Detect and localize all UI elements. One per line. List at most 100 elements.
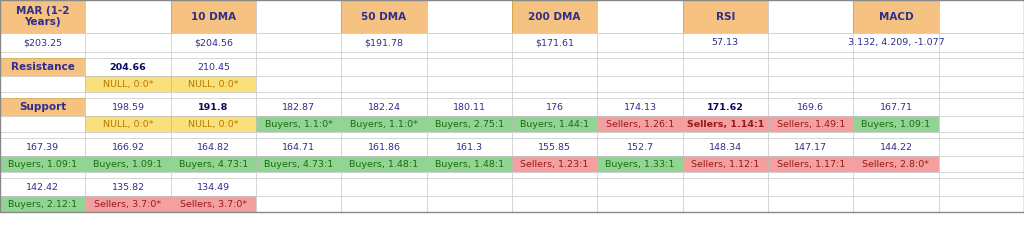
Bar	[256, 98, 341, 116]
Bar	[0, 196, 85, 212]
Bar	[256, 33, 341, 52]
Bar	[341, 178, 427, 196]
Bar	[427, 92, 512, 98]
Bar	[597, 156, 683, 172]
Bar	[256, 172, 341, 178]
Text: Support: Support	[19, 102, 67, 112]
Bar	[256, 178, 341, 196]
Bar	[85, 76, 171, 92]
Text: Sellers, 1.49:1: Sellers, 1.49:1	[776, 120, 845, 128]
Bar	[427, 52, 512, 58]
Text: 144.22: 144.22	[880, 142, 912, 151]
Bar	[853, 52, 939, 58]
Bar	[939, 52, 1024, 58]
Bar	[939, 156, 1024, 172]
Bar	[171, 33, 256, 52]
Text: 171.62: 171.62	[707, 103, 743, 112]
Text: 210.45: 210.45	[197, 62, 229, 71]
Bar	[256, 0, 341, 33]
Text: 204.66: 204.66	[110, 62, 146, 71]
Text: 161.86: 161.86	[368, 142, 400, 151]
Bar	[171, 132, 256, 138]
Text: MACD: MACD	[879, 11, 913, 21]
Text: NULL, 0:0*: NULL, 0:0*	[102, 120, 154, 128]
Bar	[853, 172, 939, 178]
Text: 135.82: 135.82	[112, 183, 144, 191]
Bar	[171, 138, 256, 156]
Bar	[0, 98, 85, 116]
Bar	[853, 156, 939, 172]
Bar	[768, 132, 853, 138]
Bar	[171, 98, 256, 116]
Bar	[171, 92, 256, 98]
Text: Buyers, 1.1:0*: Buyers, 1.1:0*	[350, 120, 418, 128]
Bar	[853, 98, 939, 116]
Bar	[939, 132, 1024, 138]
Bar	[427, 76, 512, 92]
Bar	[512, 156, 597, 172]
Bar	[683, 33, 768, 52]
Text: Buyers, 2.12:1: Buyers, 2.12:1	[8, 199, 77, 208]
Bar	[768, 33, 853, 52]
Text: Buyers, 1.09:1: Buyers, 1.09:1	[8, 160, 77, 169]
Bar	[768, 172, 853, 178]
Text: NULL, 0:0*: NULL, 0:0*	[188, 120, 239, 128]
Text: Sellers, 3.7:0*: Sellers, 3.7:0*	[94, 199, 162, 208]
Bar	[853, 138, 939, 156]
Bar	[256, 132, 341, 138]
Bar	[768, 116, 853, 132]
Text: Sellers, 1.23:1: Sellers, 1.23:1	[520, 160, 589, 169]
Bar	[768, 196, 853, 212]
Bar	[85, 116, 171, 132]
Bar	[768, 156, 853, 172]
Bar	[683, 156, 768, 172]
Bar	[0, 58, 85, 76]
Text: 134.49: 134.49	[197, 183, 230, 191]
Bar	[0, 116, 85, 132]
Bar	[683, 178, 768, 196]
Bar	[256, 52, 341, 58]
Bar	[597, 98, 683, 116]
Bar	[597, 58, 683, 76]
Text: 50 DMA: 50 DMA	[361, 11, 407, 21]
Text: Buyers, 1.48:1: Buyers, 1.48:1	[349, 160, 419, 169]
Text: Sellers, 1.17:1: Sellers, 1.17:1	[776, 160, 845, 169]
Bar	[512, 58, 597, 76]
Bar	[939, 138, 1024, 156]
Bar	[0, 0, 85, 33]
Text: 147.17: 147.17	[795, 142, 827, 151]
Bar	[0, 132, 85, 138]
Bar	[341, 0, 427, 33]
Bar	[512, 92, 597, 98]
Text: 166.92: 166.92	[112, 142, 144, 151]
Bar	[256, 196, 341, 212]
Bar	[85, 132, 171, 138]
Bar	[0, 33, 85, 52]
Bar	[256, 138, 341, 156]
Bar	[768, 98, 853, 116]
Bar	[597, 178, 683, 196]
Bar	[853, 196, 939, 212]
Bar	[85, 52, 171, 58]
Bar	[0, 92, 85, 98]
Bar	[683, 92, 768, 98]
Text: 169.6: 169.6	[797, 103, 824, 112]
Bar	[597, 172, 683, 178]
Bar	[171, 156, 256, 172]
Bar	[939, 0, 1024, 33]
Text: 3.132, 4.209, -1.077: 3.132, 4.209, -1.077	[848, 38, 944, 47]
Bar	[256, 116, 341, 132]
Bar	[341, 172, 427, 178]
Bar	[597, 196, 683, 212]
Bar	[341, 92, 427, 98]
Bar	[85, 58, 171, 76]
Text: 155.85: 155.85	[539, 142, 571, 151]
Bar	[0, 156, 85, 172]
Bar	[939, 76, 1024, 92]
Bar	[427, 138, 512, 156]
Text: Sellers, 1.14:1: Sellers, 1.14:1	[687, 120, 764, 128]
Text: 182.24: 182.24	[368, 103, 400, 112]
Bar	[427, 172, 512, 178]
Bar	[341, 33, 427, 52]
Text: $191.78: $191.78	[365, 38, 403, 47]
